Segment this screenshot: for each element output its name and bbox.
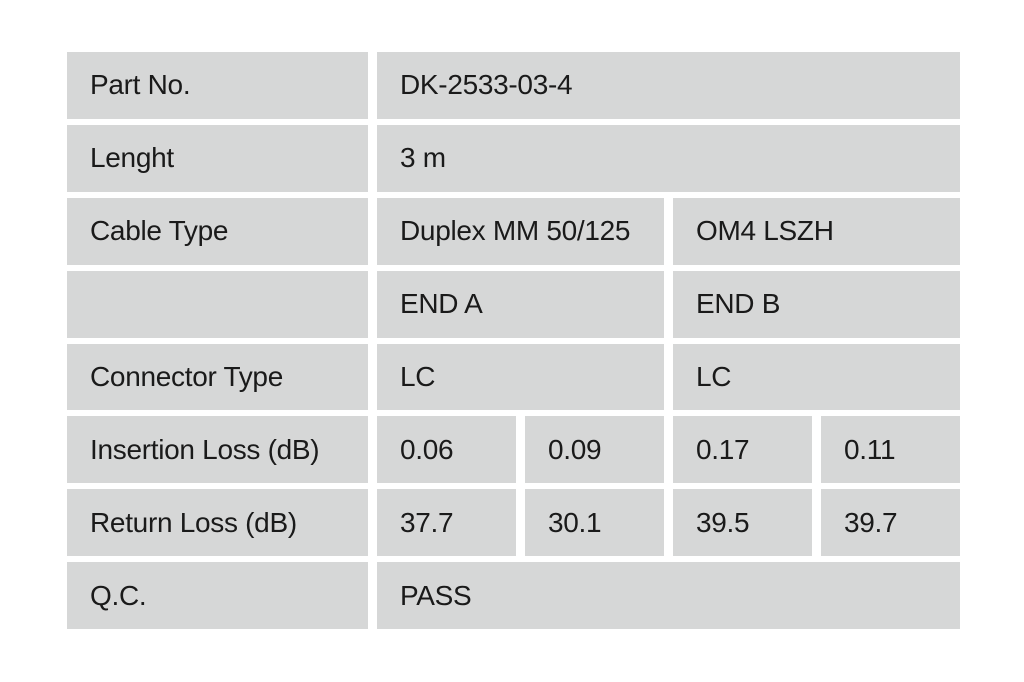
cell-connector-end-a: LC bbox=[377, 343, 664, 411]
cell-length-value: 3 m bbox=[377, 124, 960, 192]
row-label-return-loss: Return Loss (dB) bbox=[67, 489, 368, 557]
row-label-insertion-loss: Insertion Loss (dB) bbox=[67, 416, 368, 484]
row-label-part-no: Part No. bbox=[67, 52, 368, 119]
row-label-qc: Q.C. bbox=[67, 562, 368, 629]
row-label-length: Lenght bbox=[67, 124, 368, 192]
row-label-cable-type: Cable Type bbox=[67, 197, 368, 265]
cell-end-a-header: END A bbox=[377, 270, 664, 338]
cell-return-loss-b1: 39.5 bbox=[673, 489, 812, 557]
cell-return-loss-a1: 37.7 bbox=[377, 489, 516, 557]
cell-part-no-value: DK-2533-03-4 bbox=[377, 52, 960, 119]
cell-insertion-loss-b1: 0.17 bbox=[673, 416, 812, 484]
cell-connector-end-b: LC bbox=[673, 343, 960, 411]
cell-cable-type-class: OM4 LSZH bbox=[673, 197, 960, 265]
cell-insertion-loss-b2: 0.11 bbox=[821, 416, 960, 484]
cell-return-loss-a2: 30.1 bbox=[525, 489, 664, 557]
cell-qc-result: PASS bbox=[377, 562, 960, 629]
row-label-connector-type: Connector Type bbox=[67, 343, 368, 411]
cell-return-loss-b2: 39.7 bbox=[821, 489, 960, 557]
qc-test-table: Part No. DK-2533-03-4 Lenght 3 m Cable T… bbox=[67, 52, 960, 629]
cell-insertion-loss-a2: 0.09 bbox=[525, 416, 664, 484]
cell-end-b-header: END B bbox=[673, 270, 960, 338]
row-label-end-spacer bbox=[67, 270, 368, 338]
cell-cable-type-spec: Duplex MM 50/125 bbox=[377, 197, 664, 265]
cell-insertion-loss-a1: 0.06 bbox=[377, 416, 516, 484]
